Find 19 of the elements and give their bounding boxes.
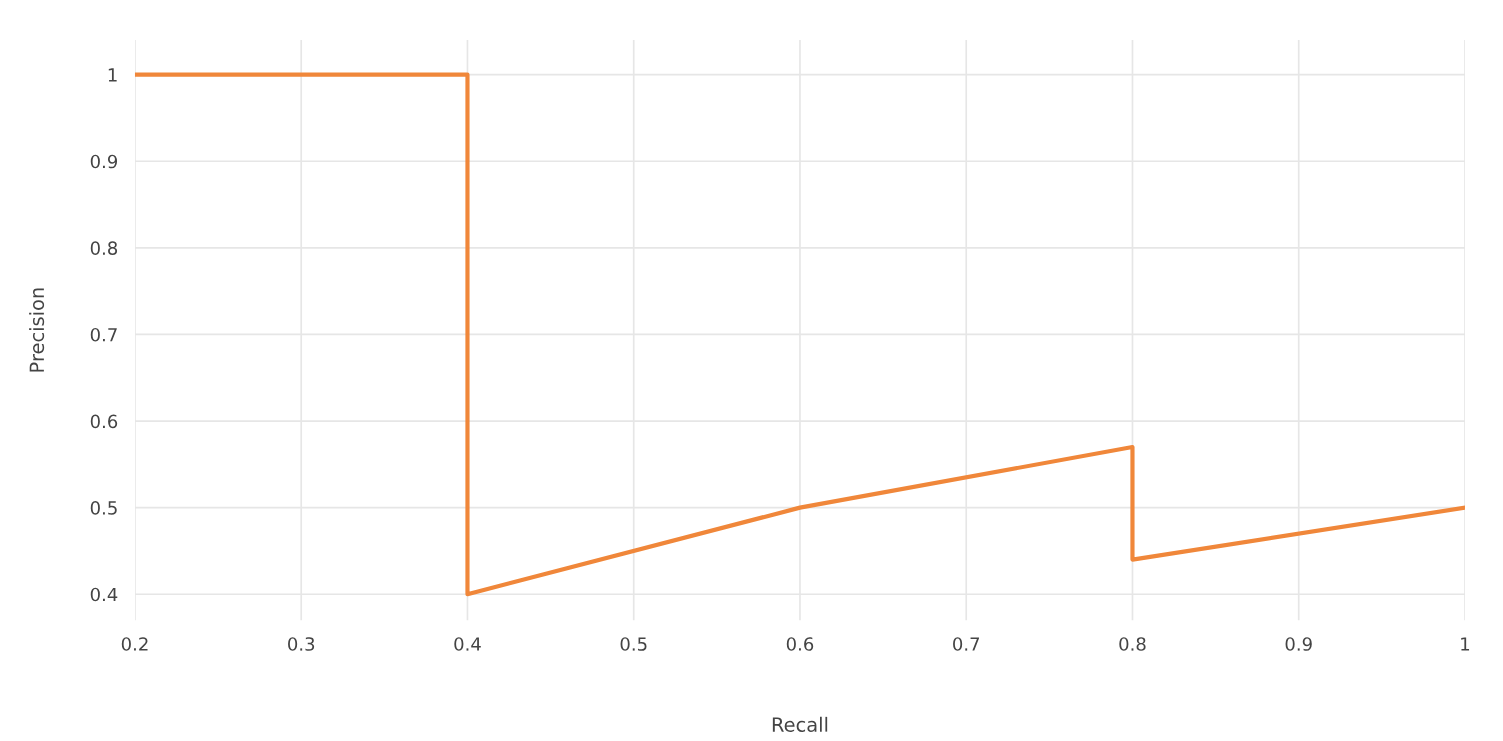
y-tick-label: 0.8 bbox=[90, 241, 118, 255]
x-tick-label: 0.4 bbox=[454, 637, 481, 651]
y-tick-label: 0.9 bbox=[90, 154, 118, 169]
line-series bbox=[134, 72, 1465, 597]
x-axis-title: Recall bbox=[772, 716, 828, 732]
x-tick-label: 0.3 bbox=[288, 637, 315, 651]
x-tick-label: 0.8 bbox=[1119, 637, 1146, 651]
y-tick-label: 1 bbox=[108, 68, 117, 82]
x-tick-label: 0.9 bbox=[1285, 637, 1312, 651]
y-tick-label: 0.5 bbox=[90, 501, 117, 515]
y-tick-label: 0.7 bbox=[90, 327, 117, 342]
y-axis-title: Precision bbox=[29, 288, 45, 372]
y-tick-label: 0.4 bbox=[90, 587, 118, 602]
x-tick-label: 1 bbox=[1461, 637, 1470, 651]
x-tick-label: 0.5 bbox=[620, 637, 647, 651]
y-tick-label: 0.6 bbox=[90, 414, 118, 429]
x-tick-label: 0.6 bbox=[786, 637, 814, 651]
x-tick-label: 0.2 bbox=[121, 637, 148, 651]
x-tick-label: 0.7 bbox=[953, 637, 980, 651]
